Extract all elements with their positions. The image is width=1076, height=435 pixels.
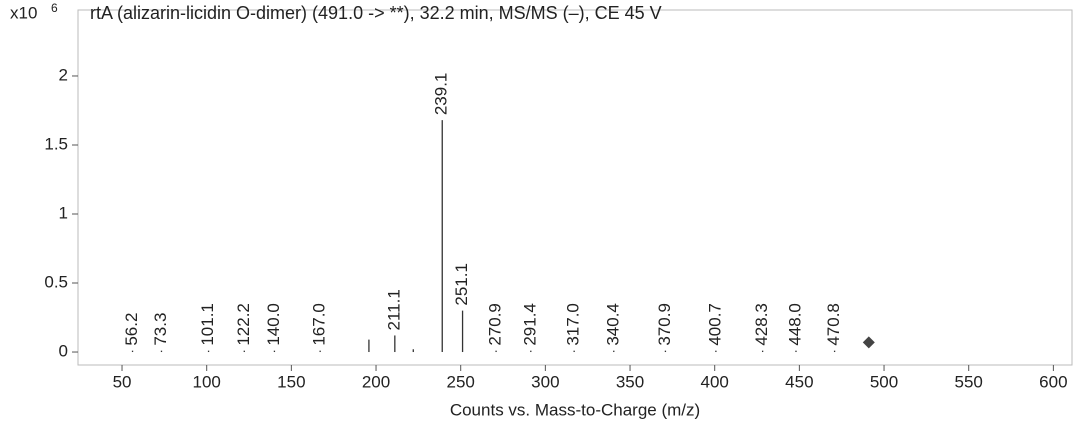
peak-label: 167.0: [310, 303, 329, 346]
x-tick-label: 400: [701, 372, 729, 391]
y-unit: x10: [10, 3, 37, 22]
precursor-marker: [862, 336, 875, 349]
plot-frame: [77, 9, 1073, 366]
x-tick-label: 100: [193, 372, 221, 391]
peak-label: 73.3: [151, 313, 170, 346]
chart-title: rtA (alizarin-licidin O-dimer) (491.0 ->…: [90, 3, 662, 23]
y-tick-label: 1: [59, 203, 68, 222]
peak-label: 239.1: [432, 73, 451, 116]
x-tick-label: 600: [1039, 372, 1067, 391]
peak-label: 270.9: [486, 303, 505, 346]
x-tick-label: 500: [870, 372, 898, 391]
y-tick-label: 1.5: [44, 134, 68, 153]
x-tick-label: 550: [955, 372, 983, 391]
x-tick-label: 150: [277, 372, 305, 391]
y-tick-label: 2: [59, 65, 68, 84]
peak-label: 317.0: [564, 303, 583, 346]
peak-label: 400.7: [705, 303, 724, 346]
y-tick-label: 0.5: [44, 272, 68, 291]
peak-label: 211.1: [384, 289, 403, 330]
peak-label: 448.0: [785, 303, 804, 346]
peak-label: 56.2: [122, 313, 141, 346]
peak-label: 340.4: [603, 303, 622, 346]
x-tick-label: 50: [113, 372, 132, 391]
peak-label: 370.9: [655, 303, 674, 346]
peak-label: 428.3: [752, 303, 771, 346]
x-tick-label: 350: [616, 372, 644, 391]
peak-label: 291.4: [520, 303, 539, 346]
x-tick-label: 200: [362, 372, 390, 391]
peak-label: 470.8: [824, 303, 843, 346]
x-axis-label: Counts vs. Mass-to-Charge (m/z): [450, 400, 700, 419]
y-tick-label: 0: [59, 342, 68, 361]
peak-label: 140.0: [264, 303, 283, 346]
peak-label: 251.1: [452, 263, 471, 306]
x-tick-label: 300: [531, 372, 559, 391]
x-tick-label: 450: [785, 372, 813, 391]
y-unit-exponent: 6: [51, 1, 58, 15]
peak-label: 122.2: [234, 303, 253, 346]
x-tick-label: 250: [447, 372, 475, 391]
peak-label: 101.1: [198, 303, 217, 346]
